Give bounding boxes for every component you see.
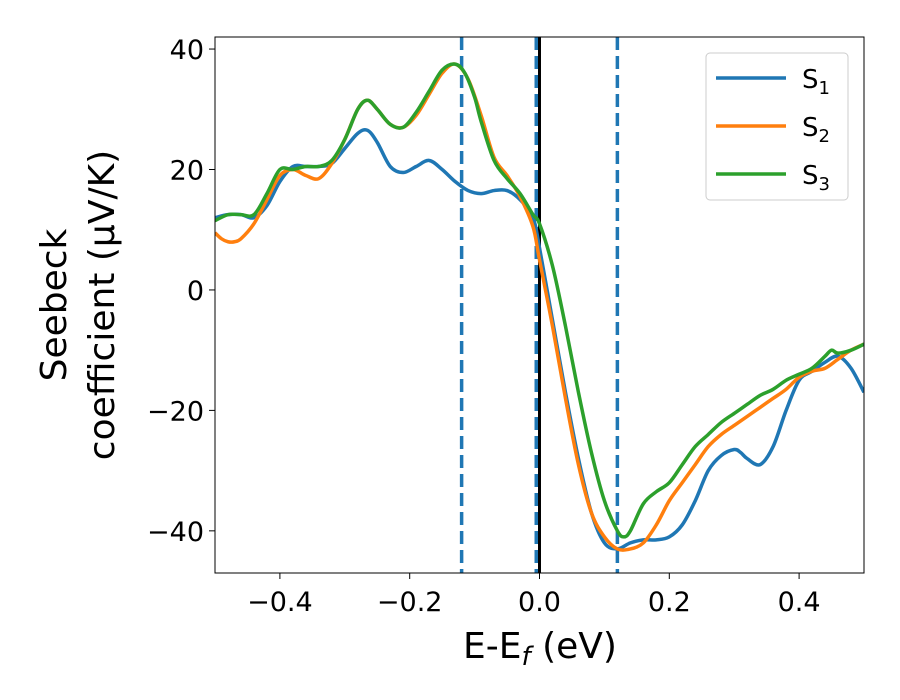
y-tick-label: 40 xyxy=(170,35,204,66)
series-line-s3 xyxy=(215,62,864,539)
y-tick-label: 20 xyxy=(170,155,204,186)
x-tick-label: 0.2 xyxy=(648,587,691,618)
y-axis-title-line1: Seebeck xyxy=(34,228,75,381)
y-axis: 40 20 0 −20 −40 xyxy=(147,35,215,548)
x-tick-label: 0.0 xyxy=(518,587,561,618)
y-tick-label: −20 xyxy=(147,396,204,427)
reference-lines xyxy=(459,37,620,573)
series-lines xyxy=(215,62,864,552)
legend-label-s2: S2 xyxy=(802,113,830,147)
legend: S1 S2 S3 xyxy=(705,52,849,201)
legend-label-s1: S1 xyxy=(802,65,830,99)
y-tick-label: 0 xyxy=(187,276,204,307)
y-tick-label: −40 xyxy=(147,517,204,548)
y-axis-title-line2: coefficient (μV/K) xyxy=(82,150,123,460)
x-tick-label: −0.4 xyxy=(247,587,313,618)
series-line-s2 xyxy=(215,62,864,552)
x-axis: −0.4 −0.2 0.0 0.2 0.4 xyxy=(247,573,821,618)
x-tick-label: −0.2 xyxy=(377,587,443,618)
x-axis-title: E-Ef (eV) xyxy=(463,626,617,672)
x-tick-label: 0.4 xyxy=(778,587,821,618)
legend-label-s3: S3 xyxy=(802,161,830,195)
